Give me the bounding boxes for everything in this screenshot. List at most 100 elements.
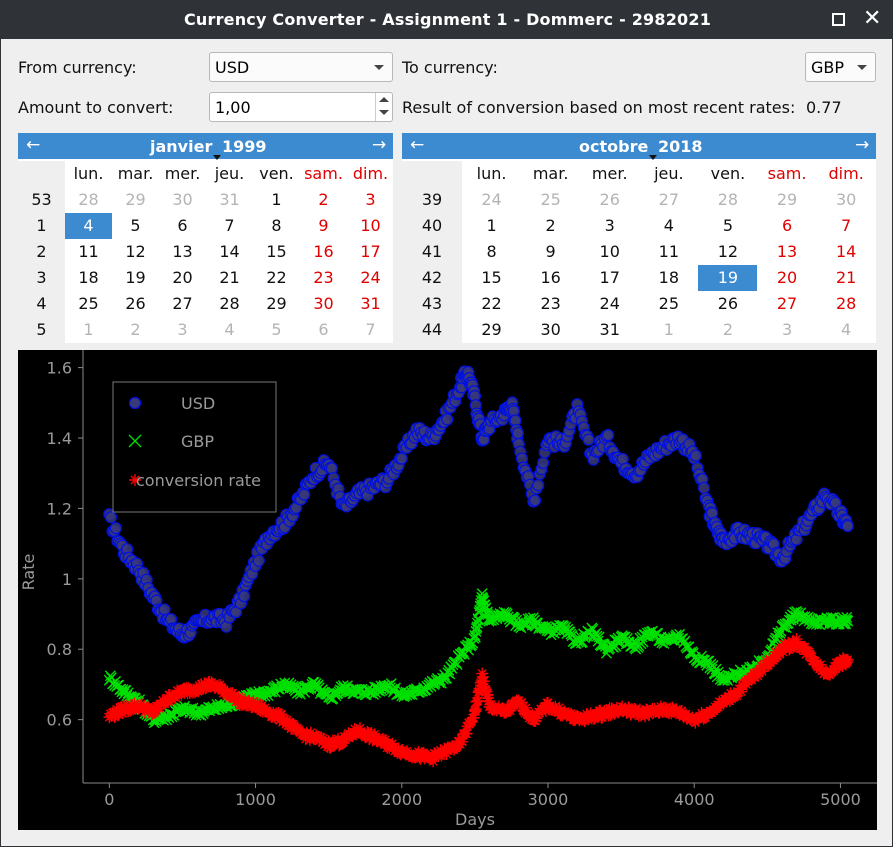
calendar-day[interactable]: 3 (781, 320, 793, 339)
calendar-day[interactable]: 30 (313, 294, 334, 313)
calendar-day[interactable]: 1 (271, 190, 282, 209)
calendar-day[interactable]: 24 (481, 190, 502, 209)
from-date-calendar[interactable]: ← janvier 1999 → lun. mar. mer. jeu. ven. sam. dim… (18, 133, 393, 343)
spin-down-icon[interactable] (379, 110, 389, 115)
calendar-day[interactable]: 8 (271, 216, 282, 235)
calendar-day[interactable]: 1 (83, 320, 94, 339)
calendar-day[interactable]: 6 (781, 216, 793, 235)
calendar-day[interactable]: 2 (318, 190, 329, 209)
calendar-day[interactable]: 18 (78, 268, 99, 287)
calendar-day[interactable]: 4 (224, 320, 235, 339)
calendar-day[interactable]: 25 (78, 294, 99, 313)
calendar-day[interactable]: 31 (360, 294, 381, 313)
calendar-day[interactable]: 4 (663, 216, 674, 235)
next-month-icon[interactable]: → (372, 135, 387, 155)
calendar-day[interactable]: 17 (599, 268, 620, 287)
calendar-day[interactable]: 13 (776, 242, 798, 261)
calendar-day[interactable]: 29 (481, 320, 502, 339)
calendar-day[interactable]: 21 (219, 268, 240, 287)
calendar-day[interactable]: 14 (835, 242, 857, 261)
calendar-day[interactable]: 4 (841, 320, 852, 339)
close-button[interactable]: ✕ (863, 6, 885, 31)
calendar-day[interactable]: 6 (177, 216, 188, 235)
title-bar[interactable]: Currency Converter - Assignment 1 - Domm… (1, 1, 893, 39)
calendar-day[interactable]: 22 (481, 294, 502, 313)
calendar-day[interactable]: 31 (219, 190, 240, 209)
month-selector[interactable]: janvier (150, 137, 222, 160)
calendar-day[interactable]: 15 (266, 242, 287, 261)
calendar-day[interactable]: 29 (266, 294, 287, 313)
calendar-day[interactable]: 26 (599, 190, 620, 209)
calendar-day[interactable]: 12 (717, 242, 739, 261)
calendar-day[interactable]: 1 (663, 320, 674, 339)
calendar-day[interactable]: 23 (313, 268, 334, 287)
calendar-day[interactable]: 5 (130, 216, 141, 235)
calendar-day[interactable]: 19 (125, 268, 146, 287)
amount-spinbox[interactable]: 1,00 (209, 92, 393, 122)
calendar-day[interactable]: 5 (722, 216, 734, 235)
calendar-day[interactable]: 7 (365, 320, 376, 339)
calendar-day[interactable]: 17 (360, 242, 381, 261)
calendar-day[interactable]: 24 (360, 268, 381, 287)
maximize-button[interactable] (828, 9, 850, 31)
calendar-day[interactable]: 2 (130, 320, 141, 339)
year-selector[interactable]: 1999 (222, 137, 267, 156)
prev-month-icon[interactable]: ← (26, 135, 41, 155)
calendar-day[interactable]: 24 (599, 294, 620, 313)
calendar-day[interactable]: 7 (841, 216, 852, 235)
calendar-day[interactable]: 2 (722, 320, 734, 339)
calendar-day[interactable]: 25 (658, 294, 680, 313)
calendar-day-selected[interactable]: 19 (698, 265, 758, 291)
calendar-day[interactable]: 2 (545, 216, 556, 235)
month-selector[interactable]: octobre (579, 137, 658, 160)
calendar-day[interactable]: 11 (78, 242, 99, 261)
calendar-day[interactable]: 5 (271, 320, 282, 339)
spin-up-icon[interactable] (379, 97, 389, 102)
calendar-day[interactable]: 9 (545, 242, 556, 261)
calendar-day[interactable]: 6 (318, 320, 329, 339)
to-date-calendar[interactable]: ← octobre 2018 → lun. mar. mer. jeu. ven. sam. dim… (402, 133, 876, 343)
from-currency-select[interactable]: USD (209, 52, 393, 82)
calendar-day[interactable]: 7 (224, 216, 235, 235)
calendar-day[interactable]: 16 (540, 268, 561, 287)
calendar-day[interactable]: 20 (776, 268, 798, 287)
calendar-day[interactable]: 16 (313, 242, 334, 261)
calendar-day[interactable]: 27 (172, 294, 193, 313)
calendar-day[interactable]: 15 (481, 268, 502, 287)
calendar-day-selected[interactable]: 4 (65, 213, 112, 239)
calendar-day[interactable]: 3 (604, 216, 615, 235)
calendar-day[interactable]: 26 (717, 294, 739, 313)
calendar-day[interactable]: 23 (540, 294, 561, 313)
calendar-day[interactable]: 30 (835, 190, 857, 209)
next-month-icon[interactable]: → (855, 135, 870, 155)
calendar-day[interactable]: 29 (125, 190, 146, 209)
calendar-day[interactable]: 10 (599, 242, 620, 261)
calendar-day[interactable]: 30 (540, 320, 561, 339)
spin-buttons[interactable] (375, 93, 392, 121)
calendar-day[interactable]: 1 (486, 216, 497, 235)
calendar-day[interactable]: 27 (776, 294, 798, 313)
calendar-day[interactable]: 20 (172, 268, 193, 287)
prev-month-icon[interactable]: ← (410, 135, 425, 155)
calendar-day[interactable]: 8 (486, 242, 497, 261)
calendar-day[interactable]: 9 (318, 216, 329, 235)
calendar-day[interactable]: 28 (717, 190, 739, 209)
calendar-day[interactable]: 14 (219, 242, 240, 261)
calendar-day[interactable]: 29 (776, 190, 798, 209)
calendar-day[interactable]: 22 (266, 268, 287, 287)
calendar-day[interactable]: 26 (125, 294, 146, 313)
calendar-day[interactable]: 18 (658, 268, 680, 287)
calendar-day[interactable]: 25 (540, 190, 561, 209)
calendar-day[interactable]: 13 (172, 242, 193, 261)
calendar-day[interactable]: 28 (78, 190, 99, 209)
calendar-day[interactable]: 31 (599, 320, 620, 339)
calendar-day[interactable]: 28 (835, 294, 857, 313)
calendar-day[interactable]: 10 (360, 216, 381, 235)
calendar-day[interactable]: 21 (835, 268, 857, 287)
calendar-day[interactable]: 11 (658, 242, 680, 261)
calendar-day[interactable]: 27 (658, 190, 680, 209)
calendar-day[interactable]: 30 (172, 190, 193, 209)
calendar-day[interactable]: 12 (125, 242, 146, 261)
calendar-day[interactable]: 3 (365, 190, 376, 209)
year-selector[interactable]: 2018 (658, 137, 703, 156)
